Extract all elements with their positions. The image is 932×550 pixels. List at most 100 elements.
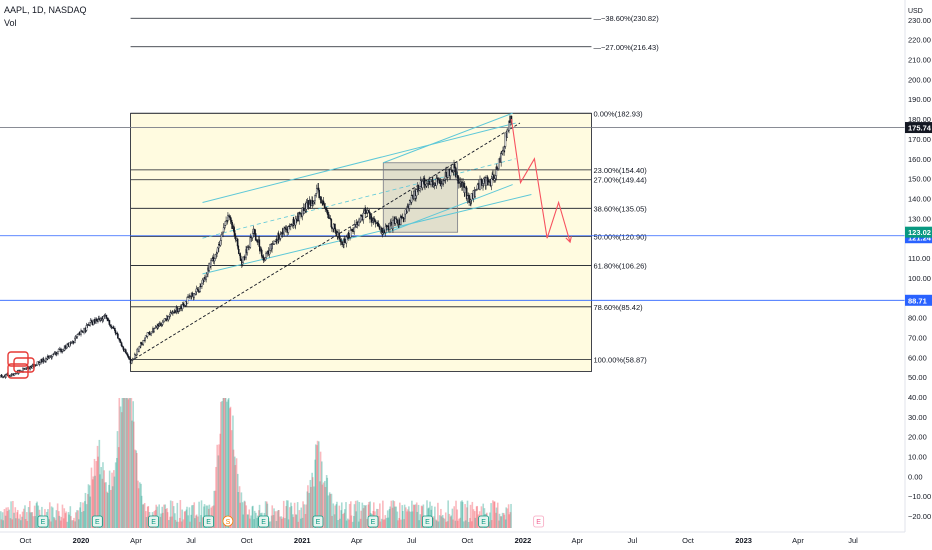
volume-bar (340, 510, 342, 528)
volume-bar (171, 501, 174, 528)
volume-bar (278, 510, 280, 528)
volume-bar (322, 482, 325, 528)
volume-bar (108, 470, 111, 528)
volume-bar (2, 520, 5, 528)
volume-bar (365, 504, 367, 528)
candle-body (490, 178, 493, 186)
volume-bar (24, 505, 26, 528)
candle-body (161, 321, 164, 325)
volume-bar (181, 509, 183, 528)
volume-bar (386, 510, 389, 528)
candle-body (265, 253, 267, 259)
volume-bar (363, 504, 365, 528)
fib-level-label: 50.00%(120.90) (593, 232, 647, 241)
volume-bar (435, 520, 438, 528)
volume-bar (275, 520, 278, 528)
volume-bar (455, 500, 457, 528)
volume-bar (226, 401, 228, 528)
candle-body (91, 320, 93, 323)
volume-bar (107, 492, 109, 528)
volume-bar (16, 509, 19, 528)
volume-bar (15, 518, 17, 528)
volume-bar (24, 519, 27, 528)
price-tick-label: 60.00 (908, 353, 927, 362)
volume-bar (347, 518, 349, 528)
volume-bar (169, 500, 172, 528)
volume-bar (496, 502, 499, 528)
channel-upper-line (202, 122, 516, 203)
candle-body (315, 188, 318, 194)
volume-bar (96, 445, 99, 528)
price-tick-label: 10.00 (908, 453, 927, 462)
candle-body (453, 164, 456, 169)
volume-bar (373, 502, 375, 528)
candle-body (445, 171, 447, 177)
volume-bar (469, 518, 471, 528)
candle-body (331, 226, 333, 229)
volume-bar (311, 472, 313, 528)
volume-bar (490, 503, 492, 528)
volume-bar (438, 515, 441, 528)
volume-bar (498, 520, 500, 528)
volume-bar (145, 511, 147, 528)
volume-bar (239, 502, 241, 528)
candle-body (178, 308, 181, 310)
volume-bar (4, 515, 7, 528)
candle-body (214, 254, 217, 259)
candle-body (57, 351, 59, 354)
volume-bar (65, 511, 67, 528)
candle-body (259, 246, 261, 252)
candle-body (121, 345, 123, 348)
volume-bar (339, 518, 341, 528)
volume-bar (224, 398, 226, 528)
volume-bar (420, 505, 423, 528)
volume-bar (316, 445, 318, 528)
candle-body (263, 259, 265, 261)
price-tick-label: 110.00 (908, 254, 930, 263)
volume-bar (350, 501, 352, 528)
candle-body (294, 218, 297, 226)
volume-bar (0, 519, 3, 528)
volume-bar (476, 505, 478, 528)
candle-body (496, 166, 498, 170)
volume-bar (300, 507, 303, 528)
volume-bar (102, 462, 104, 528)
volume-bar (287, 519, 290, 528)
volume-bar (97, 456, 99, 528)
volume-bar (103, 470, 105, 528)
projection-arrowhead (565, 236, 572, 244)
volume-bar (454, 520, 457, 528)
volume-bar (117, 447, 120, 528)
volume-bar (252, 505, 254, 528)
volume-bar (416, 511, 419, 528)
volume-bar (123, 398, 125, 528)
candle-body (87, 324, 90, 326)
highlight-box (7, 351, 29, 367)
volume-bar (70, 516, 72, 528)
candle-body (250, 237, 253, 239)
volume-bar (177, 521, 180, 528)
volume-bar (472, 509, 475, 528)
volume-bar (440, 516, 443, 528)
volume-bar (317, 441, 320, 528)
volume-label: Vol (4, 18, 17, 28)
price-tick-label: 210.00 (908, 56, 931, 65)
volume-bar (82, 511, 85, 528)
candle-body (415, 189, 418, 196)
volume-bar (285, 506, 287, 528)
volume-bar (21, 511, 24, 528)
time-tick-label: Apr (572, 536, 584, 545)
price-tick-label: 100.00 (908, 274, 931, 283)
candle-body (210, 260, 212, 267)
candle-body (127, 356, 130, 359)
volume-bar (348, 503, 351, 528)
volume-bar (504, 519, 507, 528)
volume-bar (79, 502, 82, 528)
volume-bar (270, 515, 273, 528)
volume-bar (34, 516, 37, 528)
volume-bar (74, 521, 76, 528)
volume-bar (198, 521, 201, 528)
volume-bar (30, 512, 33, 528)
volume-bar (432, 517, 434, 528)
